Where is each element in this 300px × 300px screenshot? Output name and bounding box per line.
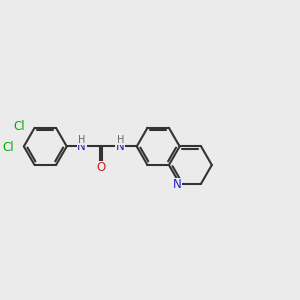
Text: H: H (117, 135, 124, 145)
Text: N: N (116, 140, 125, 153)
Text: Cl: Cl (3, 141, 14, 154)
Text: H: H (78, 135, 85, 145)
Text: N: N (172, 178, 181, 191)
Text: O: O (96, 161, 106, 174)
Text: Cl: Cl (14, 121, 25, 134)
Text: N: N (77, 140, 86, 153)
